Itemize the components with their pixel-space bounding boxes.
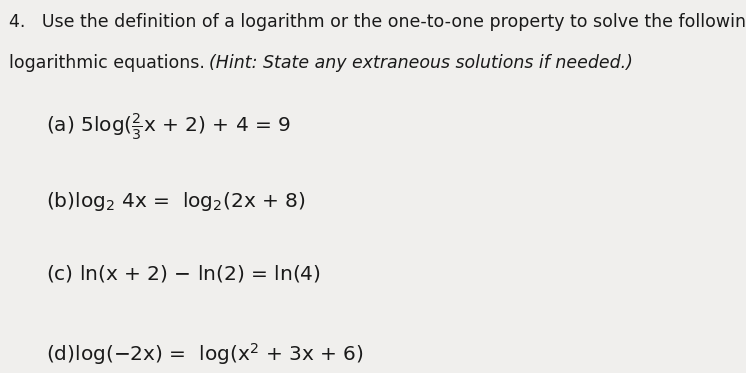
Text: (a) 5log($\mathregular{\frac{2}{3}}$x + 2) + 4 = 9: (a) 5log($\mathregular{\frac{2}{3}}$x + … xyxy=(46,112,291,142)
Text: (Hint: State any extraneous solutions if needed.): (Hint: State any extraneous solutions if… xyxy=(209,54,633,72)
Text: logarithmic equations.: logarithmic equations. xyxy=(9,54,210,72)
Text: (b)log$_2$ 4x =  log$_2$(2x + 8): (b)log$_2$ 4x = log$_2$(2x + 8) xyxy=(46,190,306,213)
Text: (d)log($-$2x) =  log(x$^2$ + 3x + 6): (d)log($-$2x) = log(x$^2$ + 3x + 6) xyxy=(46,341,364,367)
Text: 4.   Use the definition of a logarithm or the one-to-one property to solve the f: 4. Use the definition of a logarithm or … xyxy=(9,13,746,31)
Text: (c) ln(x + 2) $-$ ln(2) = ln(4): (c) ln(x + 2) $-$ ln(2) = ln(4) xyxy=(46,263,322,284)
